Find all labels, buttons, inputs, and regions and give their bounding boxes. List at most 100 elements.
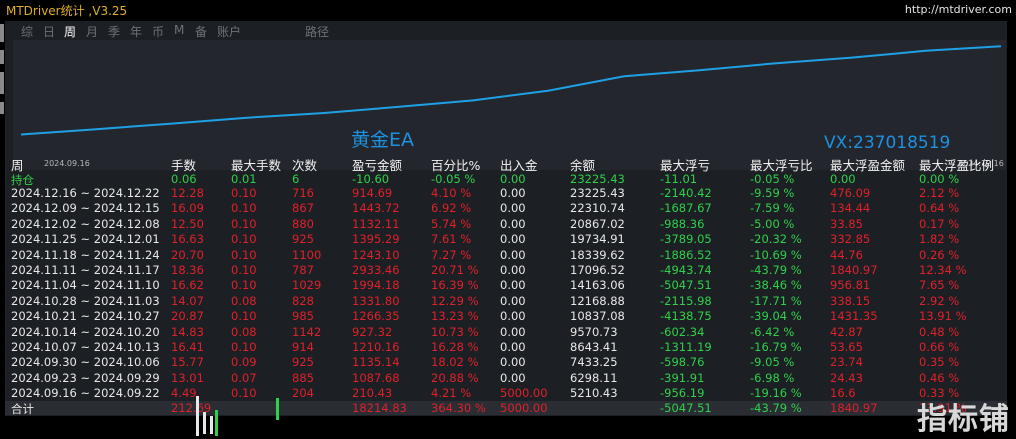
header-percent: 百分比% xyxy=(431,158,481,173)
row-max-floating-loss: -2140.42 xyxy=(660,186,712,200)
row-week: 2024.10.14 ~ 2024.10.20 xyxy=(11,324,160,339)
row-max-floating-profit: 33.85 xyxy=(830,216,863,231)
row-percent: 4.21 % xyxy=(431,386,472,401)
website-link[interactable]: http://mtdriver.com xyxy=(904,3,1012,16)
row-week: 2024.11.25 ~ 2024.12.01 xyxy=(11,232,160,247)
header-week: 周 xyxy=(11,158,24,173)
total-percent: 364.30 % xyxy=(431,401,486,415)
tab-overview[interactable]: 综 xyxy=(21,25,34,39)
row-week: 2024.10.28 ~ 2024.11.03 xyxy=(11,293,160,308)
row-percent: 4.10 % xyxy=(431,186,472,200)
row-max-lots: 0.10 xyxy=(231,340,257,354)
row-max-floating-profit-ratio: 1.82 % xyxy=(919,232,960,247)
row-balance: 18339.62 xyxy=(570,247,625,262)
row-max-lots: 0.10 xyxy=(231,263,257,277)
row-max-lots: 0.10 xyxy=(231,386,257,401)
row-profit: 210.43 xyxy=(352,386,393,401)
row-max-floating-loss-ratio: -38.46 % xyxy=(750,278,802,293)
row-max-lots: 0.10 xyxy=(231,232,257,247)
period-tabs: 综 日 周 月 季 年 币 M 备 账户 路径 xyxy=(5,21,1007,41)
header-count: 次数 xyxy=(292,158,318,173)
strip-bar xyxy=(0,24,4,42)
tab-currency[interactable]: 币 xyxy=(152,25,165,39)
row-max-floating-loss: -4138.75 xyxy=(660,309,712,324)
tab-month[interactable]: 月 xyxy=(86,25,99,39)
row-deposit: 0.00 xyxy=(500,186,526,200)
row-max-floating-profit-ratio: 0.64 % xyxy=(919,201,960,216)
tab-week[interactable]: 周 xyxy=(64,25,77,39)
row-percent: 18.02 % xyxy=(431,355,479,370)
row-max-floating-loss-ratio: -19.16 % xyxy=(750,386,802,401)
row-count: 925 xyxy=(292,232,314,247)
table-row: 2024.11.11 ~ 2024.11.17 18.36 0.10 787 2933.… xyxy=(5,263,1007,277)
row-profit: 1087.68 xyxy=(352,370,400,385)
window-title: MTDriver统计 ,V3.25 xyxy=(6,4,128,18)
row-lots: 16.09 xyxy=(171,201,204,216)
total-max-floating-profit: 1840.97 xyxy=(830,401,878,415)
tab-quarter[interactable]: 季 xyxy=(108,25,121,39)
row-max-floating-loss-ratio: -17.71 % xyxy=(750,293,802,308)
row-max-lots: 0.07 xyxy=(231,370,257,385)
equity-chart-svg: 2024.09.16 2024.12.16 黄金EA VX:237018519 xyxy=(20,45,1004,168)
row-week: 2024.11.18 ~ 2024.11.24 xyxy=(11,247,160,262)
table-row: 2024.09.23 ~ 2024.09.29 13.01 0.07 885 1087.… xyxy=(5,371,1007,385)
row-max-lots: 0.10 xyxy=(231,247,257,262)
tab-day[interactable]: 日 xyxy=(43,25,56,39)
title-bar: MTDriver统计 ,V3.25 http://mtdriver.com xyxy=(0,0,1016,21)
tab-note[interactable]: 备 xyxy=(195,25,208,39)
candle xyxy=(276,398,279,420)
table-row: 2024.11.04 ~ 2024.11.10 16.62 0.10 1029 1994… xyxy=(5,278,1007,292)
row-lots: 12.28 xyxy=(171,186,204,200)
row-week: 2024.12.02 ~ 2024.12.08 xyxy=(11,216,160,231)
total-lots: 212.69 xyxy=(171,401,212,415)
tab-path[interactable]: 路径 xyxy=(305,25,330,39)
header-max-floating-loss: 最大浮亏 xyxy=(660,158,711,173)
row-count: 985 xyxy=(292,309,314,324)
row-max-floating-loss: -3789.05 xyxy=(660,232,712,247)
vx-label: VX:237018519 xyxy=(824,133,950,153)
row-count: 914 xyxy=(292,340,314,354)
row-deposit: 0.00 xyxy=(500,278,526,293)
row-lots: 14.83 xyxy=(171,324,204,339)
tab-account[interactable]: 账户 xyxy=(217,25,242,39)
tab-year[interactable]: 年 xyxy=(130,25,143,39)
tab-magic[interactable]: M xyxy=(174,23,185,37)
total-deposit: 5000.00 xyxy=(500,401,548,415)
header-balance: 余额 xyxy=(570,158,596,173)
background-chart-strip xyxy=(0,24,5,144)
table-row: 2024.12.16 ~ 2024.12.22 12.28 0.10 716 914.6… xyxy=(5,186,1007,200)
row-lots: 20.70 xyxy=(171,247,204,262)
table-row: 2024.09.16 ~ 2024.09.22 4.49 0.10 204 210.43… xyxy=(5,386,1007,400)
row-lots: 20.87 xyxy=(171,309,204,324)
row-balance: 7433.25 xyxy=(570,355,618,370)
table-row: 2024.10.28 ~ 2024.11.03 14.07 0.08 828 1331.… xyxy=(5,294,1007,308)
row-deposit: 0.00 xyxy=(500,309,526,324)
row-percent: 7.27 % xyxy=(431,247,472,262)
equity-line xyxy=(20,45,1002,136)
row-max-floating-loss-ratio: -16.79 % xyxy=(750,340,802,354)
table-row: 2024.11.25 ~ 2024.12.01 16.63 0.10 925 1395.… xyxy=(5,232,1007,246)
row-week: 2024.10.21 ~ 2024.10.27 xyxy=(11,309,160,324)
header-deposit: 出入金 xyxy=(500,158,538,173)
row-count: 716 xyxy=(292,186,314,200)
row-max-floating-loss-ratio: -5.00 % xyxy=(750,216,795,231)
row-lots: 13.01 xyxy=(171,370,204,385)
row-max-floating-loss: -602.34 xyxy=(660,324,705,339)
chart-start-date: 2024.09.16 xyxy=(44,159,90,168)
total-profit: 18214.83 xyxy=(352,401,407,415)
strip-bar xyxy=(0,102,4,114)
row-max-floating-loss-ratio: -9.05 % xyxy=(750,355,795,370)
row-deposit: 0.00 xyxy=(500,247,526,262)
header-max-floating-loss-ratio: 最大浮亏比 xyxy=(750,158,813,173)
row-max-floating-profit: 16.6 xyxy=(830,386,856,401)
row-max-lots: 0.08 xyxy=(231,324,257,339)
row-max-floating-loss: -988.36 xyxy=(660,216,705,231)
row-percent: 6.92 % xyxy=(431,201,472,216)
row-lots: 12.50 xyxy=(171,216,204,231)
row-profit: 2933.46 xyxy=(352,263,400,277)
row-max-floating-profit-ratio: 2.12 % xyxy=(919,186,960,200)
row-max-floating-profit: 23.74 xyxy=(830,355,863,370)
row-max-floating-profit-ratio: 2.92 % xyxy=(919,293,960,308)
row-max-floating-profit: 44.76 xyxy=(830,247,863,262)
candle xyxy=(215,410,218,436)
